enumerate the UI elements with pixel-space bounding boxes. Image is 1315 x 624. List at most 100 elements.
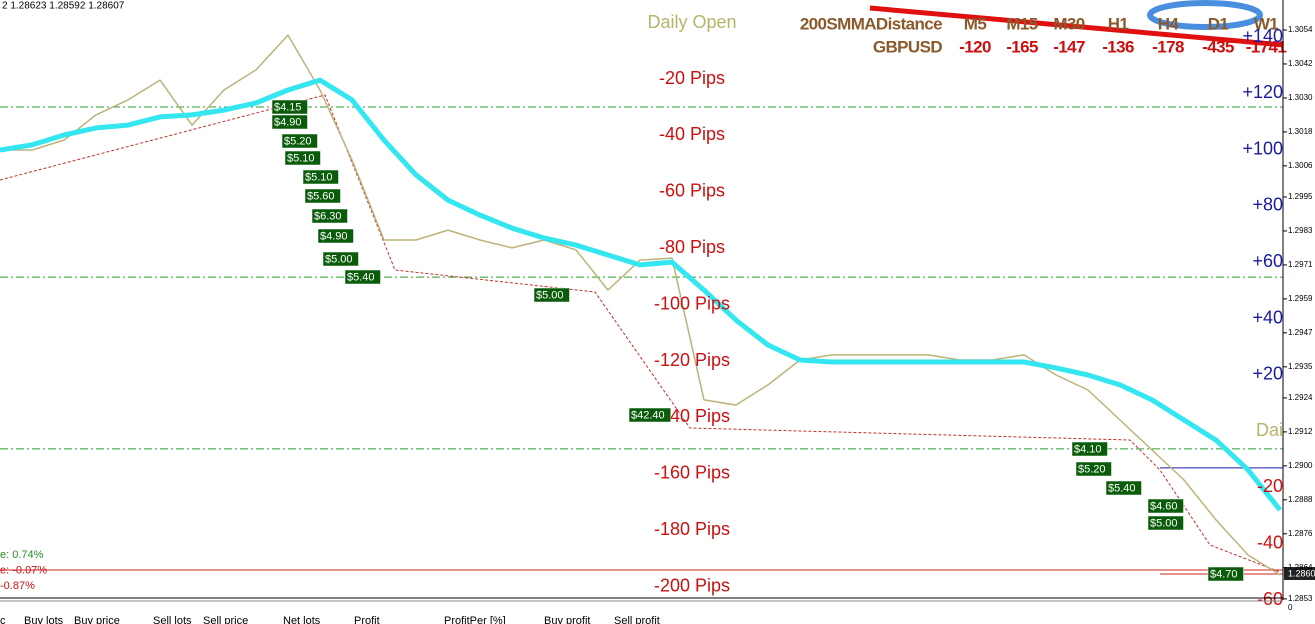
trade-label: $5.40 <box>1108 482 1136 494</box>
column-label: Buy price <box>74 615 120 624</box>
column-header: H4 <box>1158 14 1180 33</box>
y-tick-label: 1.2983 <box>1288 226 1313 235</box>
pip-level-label: -60 <box>1257 589 1283 609</box>
y-tick-label: 1.2900 <box>1288 461 1313 470</box>
y-tick-label: 1.3018 <box>1288 127 1313 136</box>
trade-box <box>533 287 570 303</box>
trade-box <box>1207 566 1244 582</box>
trade-box <box>271 99 308 115</box>
trade-label: $5.10 <box>287 152 315 164</box>
column-label: Sell price <box>203 615 248 624</box>
distance-value: -165 <box>1006 37 1038 56</box>
y-tick-label: 1.2995 <box>1288 192 1313 201</box>
series <box>0 34 1282 576</box>
y-tick-label: 1.3042 <box>1288 59 1313 68</box>
column-header: D1 <box>1208 14 1229 33</box>
levels <box>0 106 1283 575</box>
trade-label: $6.30 <box>314 210 342 222</box>
y-tick-label: 1.2947 <box>1288 328 1313 337</box>
trade-path <box>0 94 1281 573</box>
ohlc: 2 1.28623 1.28592 1.28607 <box>2 1 125 12</box>
y-tick-label: 1.2959 <box>1288 294 1313 303</box>
symbol: GBPUSD <box>873 37 942 56</box>
distance-value: -178 <box>1152 37 1184 56</box>
pip-label: -60 Pips <box>659 181 725 201</box>
y-tick-label: 1.2876 <box>1288 529 1313 538</box>
trade-box <box>1147 498 1184 514</box>
y-tick-label: 1.2912 <box>1288 427 1313 436</box>
trade-box <box>322 251 359 267</box>
y-tick-label: 1.2971 <box>1288 260 1313 269</box>
trend-line <box>869 5 1284 48</box>
stat-label: e: -0.07% <box>0 564 47 576</box>
column-label: Net lots <box>283 615 321 624</box>
trade-box <box>311 208 348 224</box>
column-label: Sell profit <box>614 615 660 624</box>
column-header: W1 <box>1254 14 1278 33</box>
trade-label: $42.40 <box>631 409 665 421</box>
daily-open: Daily Open <box>647 12 736 32</box>
column-header: M15 <box>1006 14 1037 33</box>
trade-label: $5.00 <box>536 289 564 301</box>
pip-level-label: +80 <box>1252 195 1283 215</box>
distance-value: -435 <box>1202 37 1234 56</box>
pip-label: -40 Pips <box>659 124 725 144</box>
distance-value: -136 <box>1102 37 1134 56</box>
trade-box <box>271 114 308 130</box>
y-tick-label: 1.3054 <box>1288 25 1313 34</box>
y-tick-label: 1.2935 <box>1288 362 1313 371</box>
trade-label: $4.90 <box>320 230 348 242</box>
pip-level-label: +40 <box>1252 307 1283 327</box>
labels: -20 Pips -40 Pips -60 Pips -80 Pips -100 Pip… <box>0 14 1287 624</box>
sma-line <box>0 77 1282 512</box>
y-tick-label: 1.2924 <box>1288 393 1313 402</box>
axis-zero: 0 <box>1288 603 1293 612</box>
trade-box <box>628 407 672 423</box>
price-box <box>1284 567 1315 580</box>
price-label: 1.2860 <box>1288 568 1315 578</box>
trade-box <box>304 188 341 204</box>
pip-level-label: +20 <box>1252 364 1283 384</box>
pip-level-label: +100 <box>1242 138 1283 158</box>
trade-box <box>1147 515 1184 531</box>
trade-label: $5.40 <box>347 271 375 283</box>
pip-label: -140 Pips <box>654 406 730 426</box>
column-label: c <box>0 615 6 624</box>
pip-level-label: +140 <box>1242 26 1283 46</box>
trade-label: $4.60 <box>1150 500 1178 512</box>
pip-label: -80 Pips <box>659 237 725 257</box>
trade-label: $5.00 <box>325 253 353 265</box>
pip-label: -20 Pips <box>659 68 725 88</box>
distance-value: -147 <box>1053 37 1085 56</box>
pip-label: -200 Pips <box>654 575 730 595</box>
trade-box <box>284 150 321 166</box>
pip-label: -160 Pips <box>654 463 730 483</box>
redaction <box>1147 0 1263 30</box>
trade-box <box>1075 461 1112 477</box>
trade-box <box>317 228 354 244</box>
trade-box <box>281 133 318 149</box>
trade-label: $5.60 <box>307 190 335 202</box>
pip-level-label: -40 <box>1257 532 1283 552</box>
column-label: Sell lots <box>153 615 192 624</box>
trade-box <box>302 169 339 185</box>
distance-value: -1741 <box>1246 37 1287 56</box>
column-label: Profit <box>354 615 380 624</box>
trade-label: $4.70 <box>1210 568 1238 580</box>
column-label: ProfitPer [%] <box>444 615 506 624</box>
y-tick-label: 1.3030 <box>1288 93 1313 102</box>
stat-label: e: 0.74% <box>0 549 44 561</box>
column-header: M30 <box>1053 14 1084 33</box>
y-tick-label: 1.3006 <box>1288 161 1313 170</box>
trade-box <box>1105 480 1142 496</box>
trade-box <box>344 269 381 285</box>
y-tick-label: 1.2888 <box>1288 495 1313 504</box>
column-header: H1 <box>1108 14 1129 33</box>
column-header: M5 <box>964 14 987 33</box>
stat-label: -0.87% <box>0 580 35 592</box>
trade-label: $4.10 <box>1074 443 1102 455</box>
pip-level-label: Dai <box>1256 420 1283 440</box>
y-tick-label: 1.2853 <box>1288 594 1313 603</box>
